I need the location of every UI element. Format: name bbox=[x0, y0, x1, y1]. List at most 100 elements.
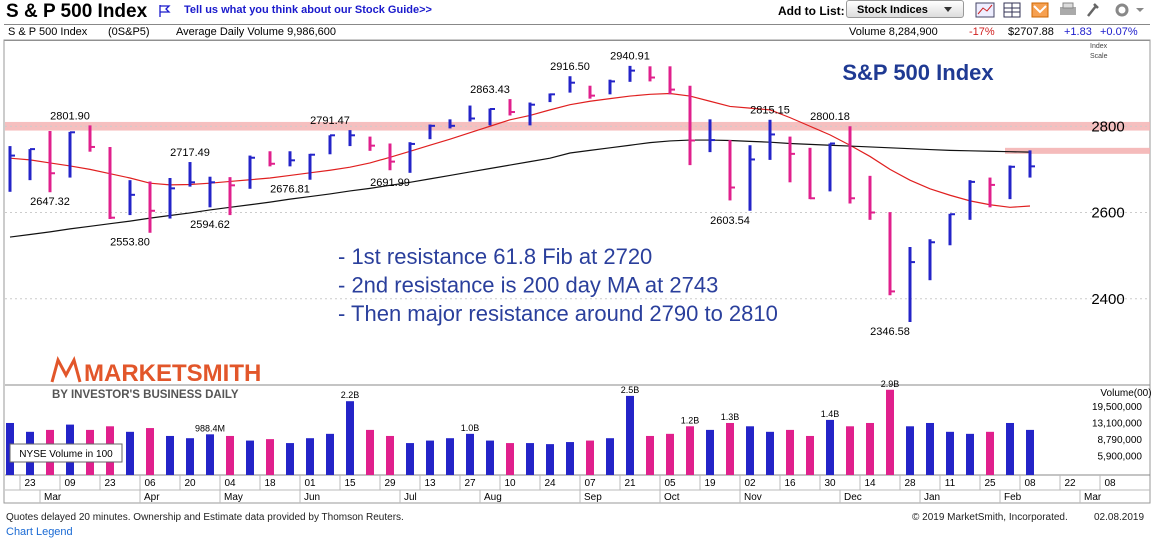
logo: MARKETSMITH BY INVESTOR'S BUSINESS DAILY bbox=[50, 355, 261, 401]
annotation: - Then major resistance around 2790 to 2… bbox=[338, 301, 778, 326]
page-title: S & P 500 Index bbox=[6, 1, 148, 22]
volume-label: 2.5B bbox=[621, 385, 640, 395]
scale-label: Index bbox=[1090, 43, 1108, 50]
price: $2707.88 bbox=[1008, 26, 1054, 38]
volume-bar bbox=[446, 438, 454, 475]
print-icon[interactable] bbox=[1060, 2, 1076, 15]
volume-box bbox=[9, 443, 123, 463]
alert-icon[interactable] bbox=[1031, 2, 1049, 18]
volume-bar bbox=[866, 422, 874, 475]
volume-bar bbox=[326, 433, 334, 475]
price-label: 2676.81 bbox=[270, 183, 310, 195]
volume-bar bbox=[506, 443, 514, 475]
volume-change: -17% bbox=[969, 26, 995, 38]
x-tick-label: 09 bbox=[64, 478, 76, 489]
volume-bar bbox=[566, 442, 574, 475]
x-tick-label: 16 bbox=[784, 478, 796, 489]
month-label: Sep bbox=[584, 492, 602, 503]
volume-bar bbox=[806, 435, 814, 475]
volume-bar bbox=[666, 433, 674, 475]
price-label: 2594.62 bbox=[190, 219, 230, 231]
x-tick-label: 28 bbox=[904, 478, 916, 489]
x-tick-label: 25 bbox=[984, 478, 996, 489]
price-label: 2791.47 bbox=[310, 115, 350, 127]
price-label: 2691.99 bbox=[370, 177, 410, 189]
x-tick-label: 21 bbox=[624, 478, 636, 489]
volume-bar bbox=[286, 443, 294, 475]
chart-legend-link[interactable]: Chart Legend bbox=[6, 526, 73, 538]
month-label: Apr bbox=[144, 492, 160, 503]
volume-bar bbox=[786, 429, 794, 475]
volume-label: 1.4B bbox=[821, 409, 840, 419]
volume-bar bbox=[986, 431, 994, 475]
volume-bar bbox=[726, 422, 734, 475]
flag-icon[interactable] bbox=[158, 4, 172, 18]
list-dropdown[interactable]: Stock Indices bbox=[846, 0, 964, 18]
price-label: 2916.50 bbox=[550, 61, 590, 73]
month-label: Jun bbox=[304, 492, 320, 503]
volume-bar bbox=[906, 426, 914, 475]
x-tick-label: 29 bbox=[384, 478, 396, 489]
volume: Volume 8,284,900 bbox=[849, 26, 938, 38]
month-label: Mar bbox=[44, 492, 62, 503]
toolbar-icons bbox=[975, 2, 1144, 18]
volume-axis-title: Volume(00) bbox=[1100, 388, 1151, 399]
volume-label: 2.2B bbox=[341, 390, 360, 400]
volume-bar bbox=[846, 426, 854, 475]
tools-icon[interactable] bbox=[1087, 3, 1099, 17]
feedback-link[interactable]: Tell us what you think about our Stock G… bbox=[184, 4, 432, 16]
volume-bar bbox=[266, 439, 274, 475]
volume-bar bbox=[886, 389, 894, 475]
y-tick-label: 2400 bbox=[1091, 291, 1124, 308]
volume-bar bbox=[126, 431, 134, 475]
index-symbol: (0S&P5) bbox=[108, 26, 150, 38]
x-tick-label: 23 bbox=[24, 478, 36, 489]
price-label: 2717.49 bbox=[170, 147, 210, 159]
month-label: Jan bbox=[924, 492, 940, 503]
volume-bar bbox=[946, 431, 954, 475]
index-name: S & P 500 Index bbox=[8, 26, 88, 38]
x-tick-label: 19 bbox=[704, 478, 716, 489]
volume-bar bbox=[406, 443, 414, 475]
change-pct: +0.07% bbox=[1100, 26, 1138, 38]
grid-icon[interactable] bbox=[1003, 2, 1021, 18]
volume-bar bbox=[226, 435, 234, 475]
volume-bar bbox=[826, 419, 834, 475]
x-tick-label: 02 bbox=[744, 478, 756, 489]
settings-icon[interactable] bbox=[1115, 3, 1144, 17]
overlay-title: S&P 500 Index bbox=[842, 60, 994, 85]
x-tick-label: 13 bbox=[424, 478, 436, 489]
price-label: 2800.18 bbox=[810, 111, 850, 123]
dropdown-arrow bbox=[944, 7, 952, 12]
volume-bar bbox=[186, 438, 194, 475]
x-tick-label: 07 bbox=[584, 478, 596, 489]
footer-note: Quotes delayed 20 minutes. Ownership and… bbox=[6, 512, 404, 523]
volume-label: 2.9B bbox=[881, 379, 900, 389]
volume-bar bbox=[1006, 422, 1014, 475]
x-tick-label: 20 bbox=[184, 478, 196, 489]
x-tick-label: 04 bbox=[224, 478, 236, 489]
chart-icon[interactable] bbox=[975, 2, 995, 18]
y-tick-label: 2600 bbox=[1091, 205, 1124, 222]
month-label: Dec bbox=[844, 492, 862, 503]
volume-bar bbox=[386, 435, 394, 475]
volume-label: 1.3B bbox=[721, 412, 740, 422]
price-label: 2553.80 bbox=[110, 236, 150, 248]
x-tick-label: 15 bbox=[344, 478, 356, 489]
x-tick-label: 18 bbox=[264, 478, 276, 489]
volume-bar bbox=[706, 429, 714, 475]
volume-tick-label: 13,100,000 bbox=[1092, 419, 1142, 430]
month-label: May bbox=[224, 492, 243, 503]
volume-bar bbox=[146, 428, 154, 475]
add-to-list-label: Add to List: bbox=[778, 4, 845, 18]
volume-bar bbox=[366, 429, 374, 475]
volume-tick-label: 19,500,000 bbox=[1092, 402, 1142, 413]
footer-copyright: © 2019 MarketSmith, Incorporated. bbox=[912, 512, 1068, 523]
month-label: Aug bbox=[484, 492, 502, 503]
resistance-level bbox=[1005, 147, 1150, 154]
x-tick-label: 10 bbox=[504, 478, 516, 489]
volume-bar bbox=[1026, 429, 1034, 475]
month-label: Mar bbox=[1084, 492, 1102, 503]
annotation: - 2nd resistance is 200 day MA at 2743 bbox=[338, 273, 718, 298]
